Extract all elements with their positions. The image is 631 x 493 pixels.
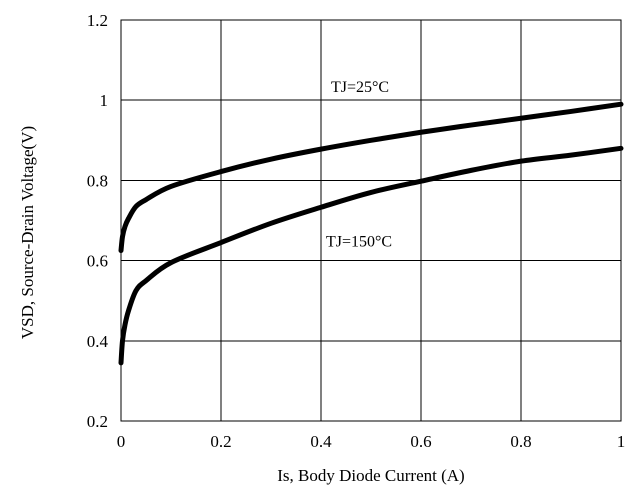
x-tick-label: 1 [617,432,626,451]
y-axis-label: VSD, Source-Drain Voltage(V) [18,126,37,339]
x-tick-label: 0.2 [210,432,231,451]
series-label: TJ=25°C [331,79,389,96]
series-line [118,145,624,366]
tick-labels: 0 0.2 0.4 0.6 0.8 1 0.2 0.4 0.6 0.8 1 1.2 [87,11,626,451]
y-tick-label: 0.2 [87,412,108,431]
series-layer: TJ=25°C TJ=150°C [118,79,624,366]
series-label: TJ=150°C [326,234,392,251]
x-tick-label: 0.8 [510,432,531,451]
y-tick-label: 1 [100,91,109,110]
y-tick-label: 0.8 [87,171,108,190]
plot-frame [120,19,622,422]
y-tick-label: 0.6 [87,252,108,271]
x-axis-label: Is, Body Diode Current (A) [277,466,464,485]
series-line [118,101,624,254]
y-tick-label: 1.2 [87,11,108,30]
y-tick-label: 0.4 [87,332,109,351]
x-tick-label: 0.6 [410,432,431,451]
x-tick-label: 0 [117,432,126,451]
x-tick-label: 0.4 [310,432,332,451]
